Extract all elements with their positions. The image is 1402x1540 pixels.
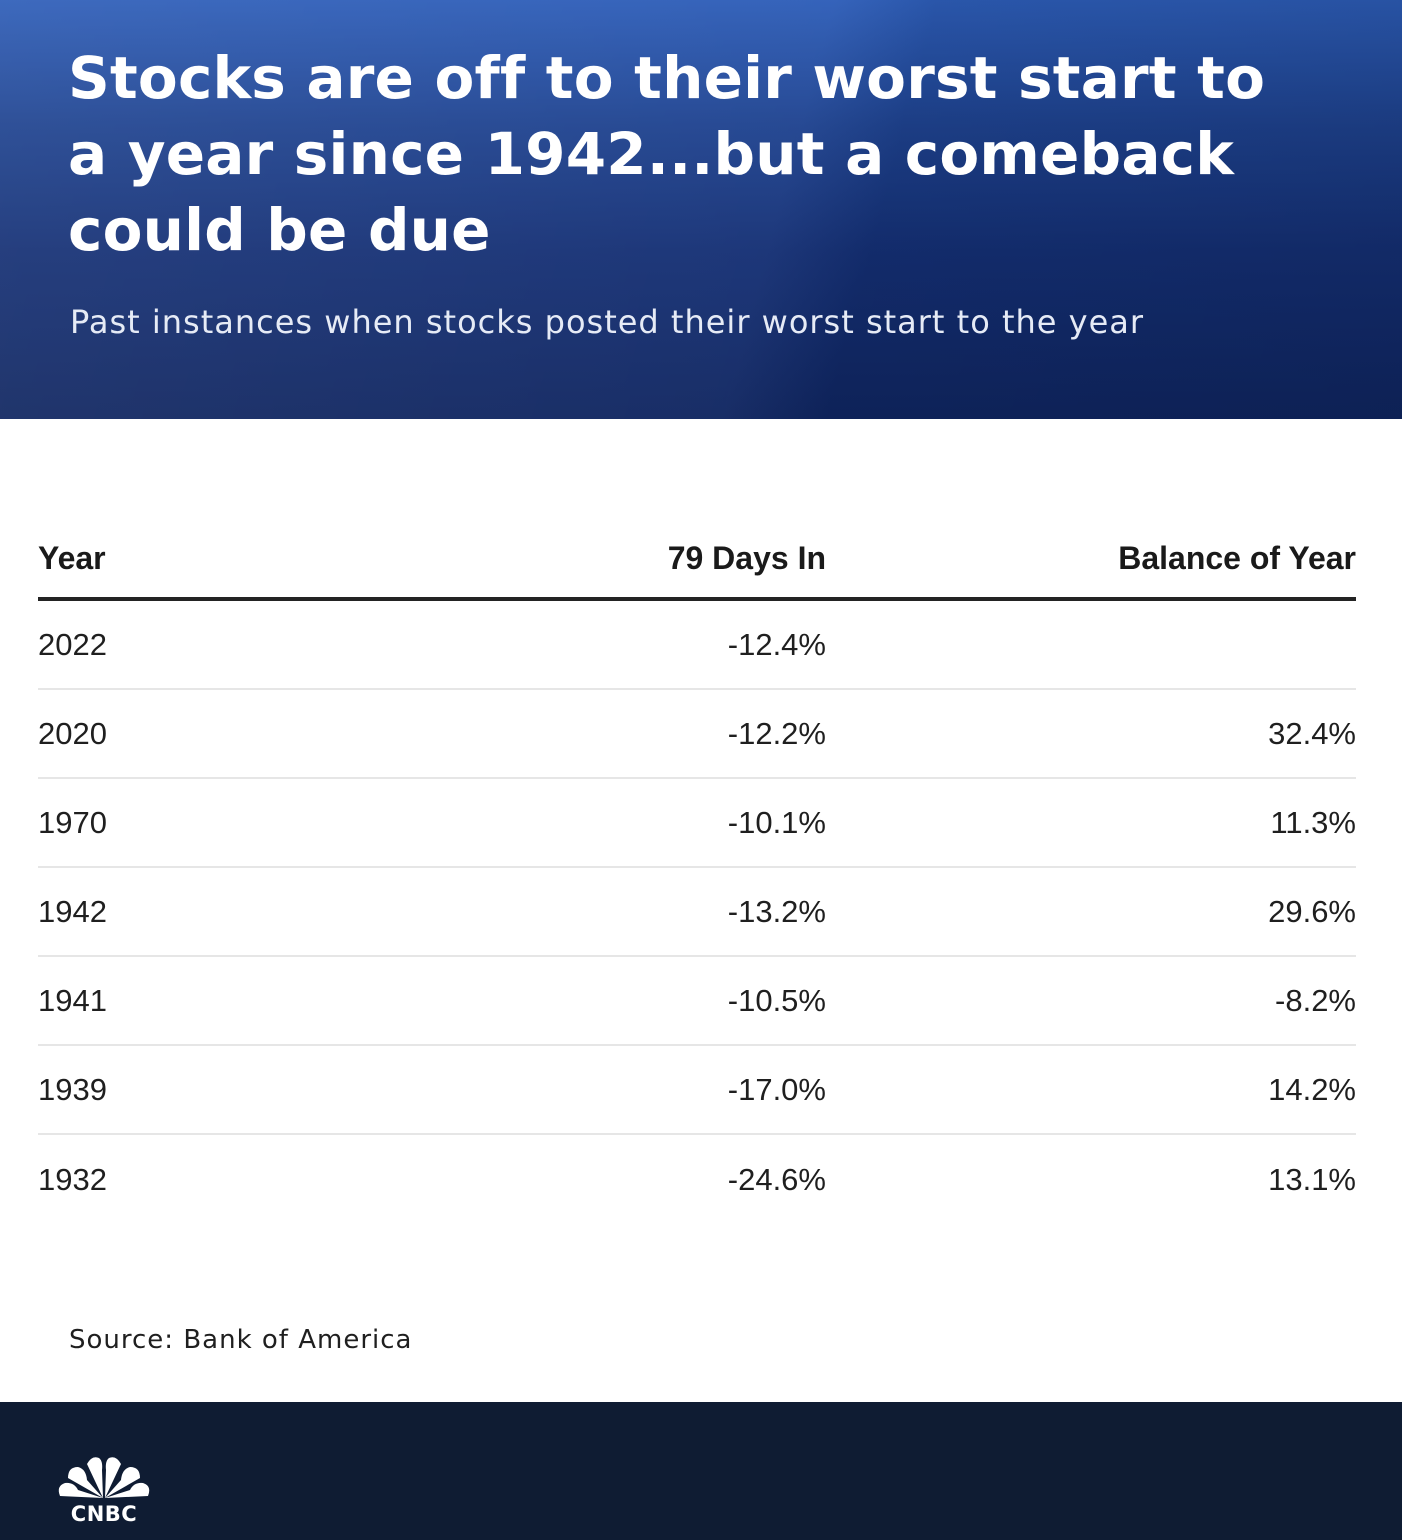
column-header-balance-of-year: Balance of Year [1118, 540, 1356, 576]
cell-79-days-in: -17.0% [727, 1071, 826, 1107]
cell-balance-of-year: 29.6% [1268, 893, 1356, 929]
cell-79-days-in: -12.4% [727, 626, 826, 662]
cell-year: 2020 [38, 715, 107, 751]
table-row: 1970 -10.1% 11.3% [38, 779, 1356, 868]
cell-balance-of-year: 11.3% [1270, 804, 1356, 840]
column-header-year: Year [38, 540, 106, 576]
cell-year: 1970 [38, 804, 107, 840]
cell-balance-of-year: -8.2% [1275, 982, 1356, 1018]
cnbc-peacock-icon: CNBC [58, 1457, 150, 1526]
cell-year: 1939 [38, 1071, 107, 1107]
cell-balance-of-year: 14.2% [1268, 1071, 1356, 1107]
table-row: 1939 -17.0% 14.2% [38, 1046, 1356, 1135]
cell-year: 1942 [38, 893, 107, 929]
cell-79-days-in: -10.1% [727, 804, 826, 840]
footer-bar: CNBC [0, 1402, 1402, 1540]
source-note: Source: Bank of America [69, 1325, 413, 1355]
table-header-row: Year 79 Days In Balance of Year [38, 520, 1356, 601]
page-title: Stocks are off to their worst start to a… [68, 44, 1266, 264]
table-row: 1942 -13.2% 29.6% [38, 868, 1356, 957]
table-row: 2020 -12.2% 32.4% [38, 690, 1356, 779]
cell-balance-of-year: 13.1% [1268, 1161, 1356, 1197]
table-row: 2022 -12.4% [38, 601, 1356, 690]
cell-79-days-in: -10.5% [727, 982, 826, 1018]
cnbc-logo-text: CNBC [71, 1502, 137, 1526]
column-header-79-days-in: 79 Days In [667, 540, 826, 576]
table-row: 1941 -10.5% -8.2% [38, 957, 1356, 1046]
table-row: 1932 -24.6% 13.1% [38, 1135, 1356, 1224]
header-sheen [0, 0, 1402, 419]
data-table: Year 79 Days In Balance of Year 2022 -12… [38, 520, 1356, 1224]
cell-year: 2022 [38, 626, 107, 662]
cell-79-days-in: -12.2% [727, 715, 826, 751]
cell-balance-of-year: 32.4% [1268, 715, 1356, 751]
page-subtitle: Past instances when stocks posted their … [70, 303, 1145, 341]
header-banner: Stocks are off to their worst start to a… [0, 0, 1402, 419]
cell-79-days-in: -24.6% [727, 1161, 826, 1197]
cell-year: 1932 [38, 1161, 107, 1197]
cell-year: 1941 [38, 982, 107, 1018]
cell-79-days-in: -13.2% [727, 893, 826, 929]
